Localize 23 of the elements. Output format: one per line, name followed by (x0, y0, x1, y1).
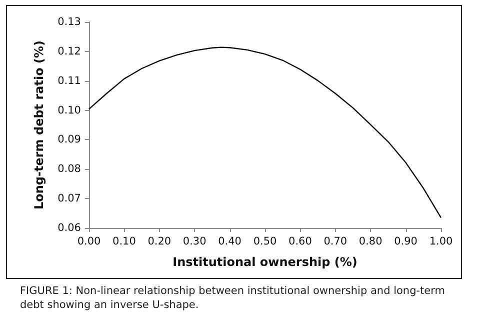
y-tick-label: 0.13 (58, 16, 81, 28)
x-tick-label: 0.30 (182, 236, 206, 248)
y-tick-label: 0.10 (58, 104, 81, 116)
x-tick-label: 0.80 (358, 236, 382, 248)
x-tick-label: 0.40 (218, 236, 242, 248)
y-tick-label: 0.09 (58, 134, 81, 146)
x-tick-label: 0.70 (324, 236, 348, 248)
x-tick-label: 0.60 (288, 236, 312, 248)
y-tick-label: 0.11 (58, 74, 81, 87)
x-tick-label: 0.00 (77, 236, 101, 248)
caption: FIGURE 1: Non-linear relationship between institutional ownership and long-term debt showing an inverse U-shape. (20, 284, 446, 312)
line-series (88, 46, 442, 218)
y-tick-label: 0.07 (58, 192, 81, 205)
x-tick-label: 0.90 (394, 236, 418, 248)
x-tick-label: 0.50 (253, 236, 277, 248)
y-tick-label: 0.12 (58, 45, 81, 58)
y-axis-title: Long-term debt ratio (%) (32, 40, 46, 210)
y-tick-label: 0.08 (58, 163, 81, 176)
y-tick-label: 0.06 (58, 222, 82, 234)
x-tick-label: 1.00 (429, 236, 453, 248)
x-axis-title: Institutional ownership (%) (172, 255, 358, 269)
x-tick-label: 0.10 (112, 236, 136, 248)
x-tick-label: 0.20 (148, 236, 172, 248)
